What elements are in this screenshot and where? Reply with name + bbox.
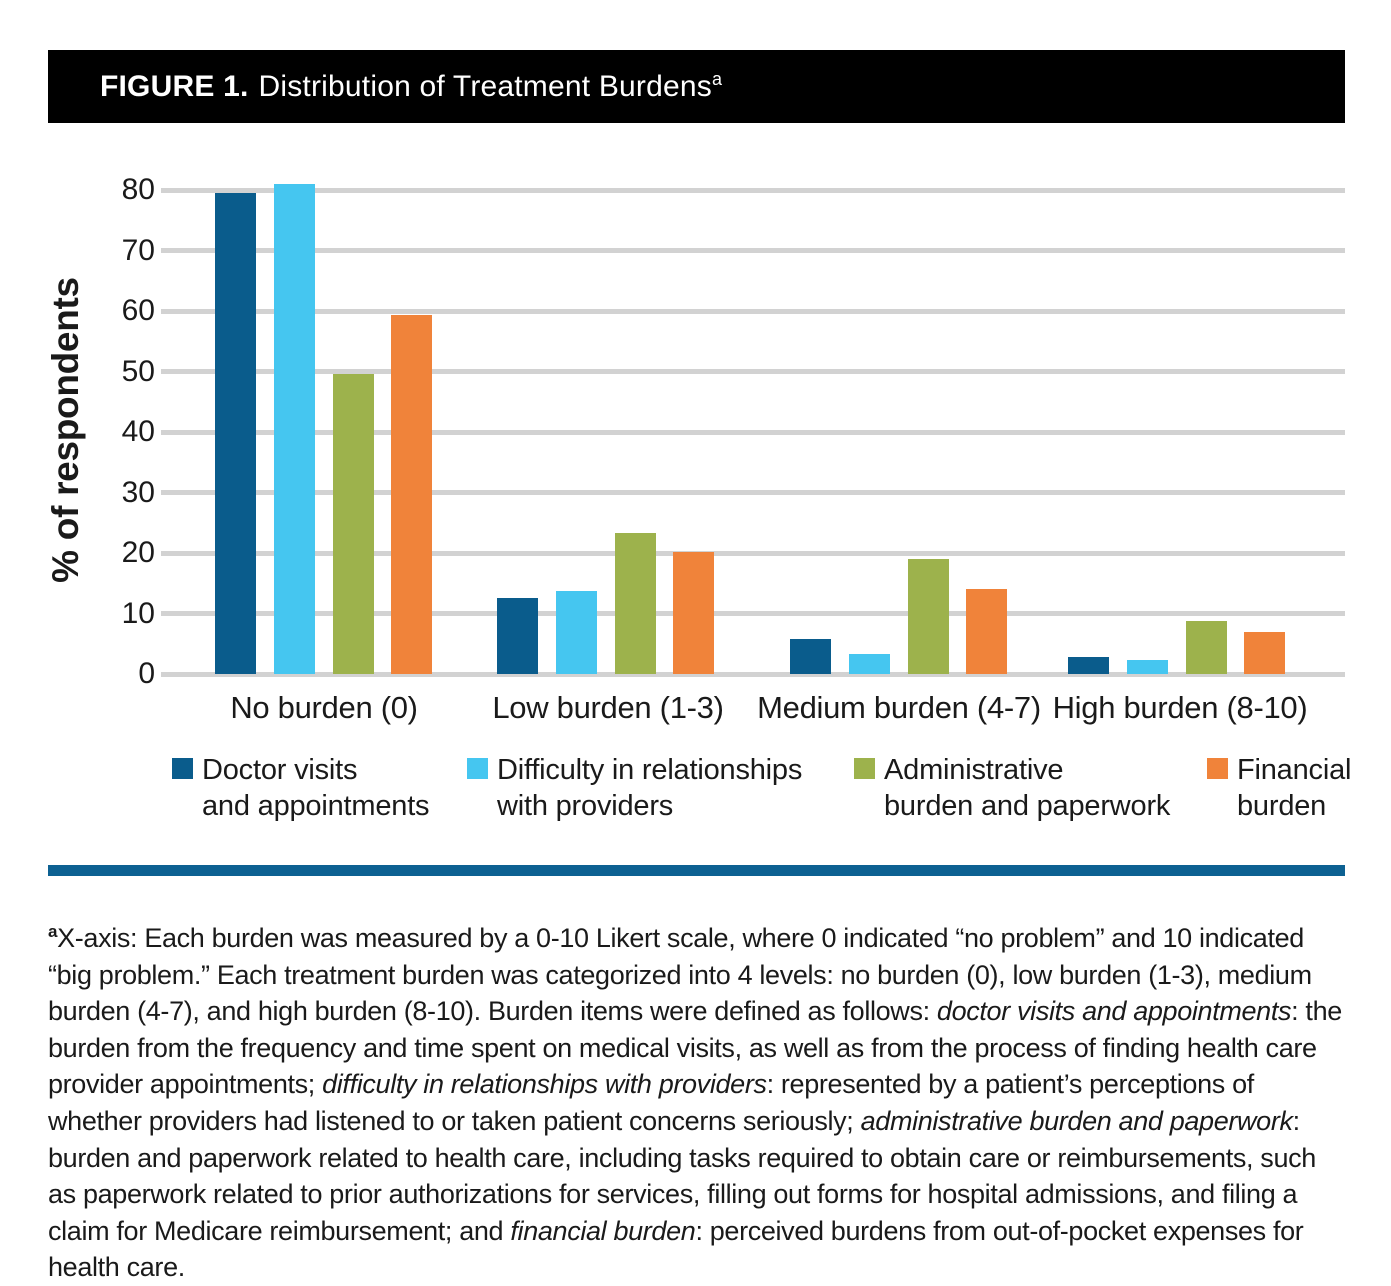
footnote-segment-5: administrative burden and paperwork — [860, 1105, 1293, 1136]
bar-medium-burden-4-7--series-1 — [848, 654, 890, 674]
footnote-segment-0: X-axis: Each burden was measured by a 0-… — [48, 923, 1312, 1027]
figure-footnote: aX-axis: Each burden was measured by a 0… — [48, 920, 1350, 1286]
footnote-marker: a — [48, 922, 58, 941]
gridline-80 — [161, 187, 1345, 193]
divider-rule — [48, 865, 1345, 876]
bar-no-burden-0--series-1 — [273, 183, 315, 674]
bar-low-burden-1-3--series-2 — [614, 533, 656, 674]
footnote-segment-7: financial burden — [510, 1215, 696, 1246]
footnote-segment-6: : burden and paperwork related to health… — [48, 1105, 1316, 1246]
gridline-60 — [161, 308, 1345, 314]
footnote-segment-4: : represented by a patient’s perceptions… — [48, 1069, 1254, 1136]
x-axis-label-2: Medium burden (4-7) — [757, 690, 1041, 725]
bar-high-burden-8-10--series-0 — [1068, 657, 1109, 674]
figure-footnote-marker: a — [711, 68, 723, 89]
footnote-segment-8: : perceived burdens from out-of-pocket e… — [48, 1215, 1304, 1283]
figure-title: Distribution of Treatment Burdensa — [258, 68, 723, 103]
y-tick-label-80: 80 — [121, 173, 155, 206]
legend-item-3: Financial burden — [1207, 752, 1351, 824]
bar-no-burden-0--series-2 — [332, 373, 374, 674]
gridline-20 — [161, 550, 1345, 556]
legend-label-0: Doctor visits and appointments — [202, 754, 430, 822]
footnote-segment-1: doctor visits and appointments — [936, 996, 1292, 1027]
gridline-0 — [161, 671, 1345, 677]
gridline-70 — [161, 248, 1345, 253]
y-tick-label-20: 20 — [121, 536, 155, 569]
bar-medium-burden-4-7--series-0 — [790, 638, 831, 674]
y-tick-label-50: 50 — [121, 354, 155, 388]
bar-high-burden-8-10--series-1 — [1126, 660, 1168, 674]
y-tick-label-70: 70 — [121, 233, 155, 267]
y-tick-label-40: 40 — [121, 415, 155, 448]
legend-swatch-1 — [467, 758, 488, 779]
figure-number-label: FIGURE 1. — [100, 69, 249, 103]
y-tick-label-10: 10 — [121, 596, 155, 630]
gridline-10 — [161, 611, 1345, 616]
y-tick-label-0: 0 — [138, 657, 155, 690]
bar-low-burden-1-3--series-3 — [673, 551, 715, 674]
bar-low-burden-1-3--series-1 — [555, 590, 597, 674]
bar-medium-burden-4-7--series-3 — [966, 588, 1008, 674]
x-axis-label-1: Low burden (1-3) — [492, 690, 724, 725]
legend-swatch-3 — [1207, 758, 1228, 779]
bar-low-burden-1-3--series-0 — [497, 597, 538, 674]
bar-no-burden-0--series-0 — [215, 193, 256, 674]
y-tick-label-30: 30 — [121, 475, 155, 509]
gridline-30 — [161, 490, 1345, 495]
legend-label-1: Difficulty in relationships with provider… — [497, 754, 803, 822]
gridline-50 — [161, 369, 1345, 374]
legend-item-0: Doctor visits and appointments — [172, 752, 430, 824]
legend-swatch-0 — [172, 758, 193, 779]
x-axis-label-3: High burden (8-10) — [1052, 690, 1308, 725]
legend-swatch-2 — [854, 758, 875, 779]
footnote-segment-3: difficulty in relationships with provide… — [322, 1069, 767, 1100]
legend-label-2: Administrative burden and paperwork — [884, 754, 1171, 822]
gridline-40 — [161, 429, 1345, 435]
bar-high-burden-8-10--series-3 — [1244, 632, 1286, 674]
bar-no-burden-0--series-3 — [391, 315, 433, 674]
footnote-segment-2: : the burden from the frequency and time… — [48, 996, 1342, 1100]
x-axis-label-0: No burden (0) — [230, 690, 418, 725]
legend-item-2: Administrative burden and paperwork — [854, 752, 1170, 824]
figure-header-bar: FIGURE 1. Distribution of Treatment Burd… — [48, 50, 1345, 123]
legend-item-1: Difficulty in relationships with provider… — [467, 752, 802, 824]
bar-medium-burden-4-7--series-2 — [907, 559, 949, 674]
y-tick-label-60: 60 — [121, 294, 155, 327]
legend-label-3: Financial burden — [1237, 754, 1352, 822]
bar-high-burden-8-10--series-2 — [1185, 621, 1227, 674]
